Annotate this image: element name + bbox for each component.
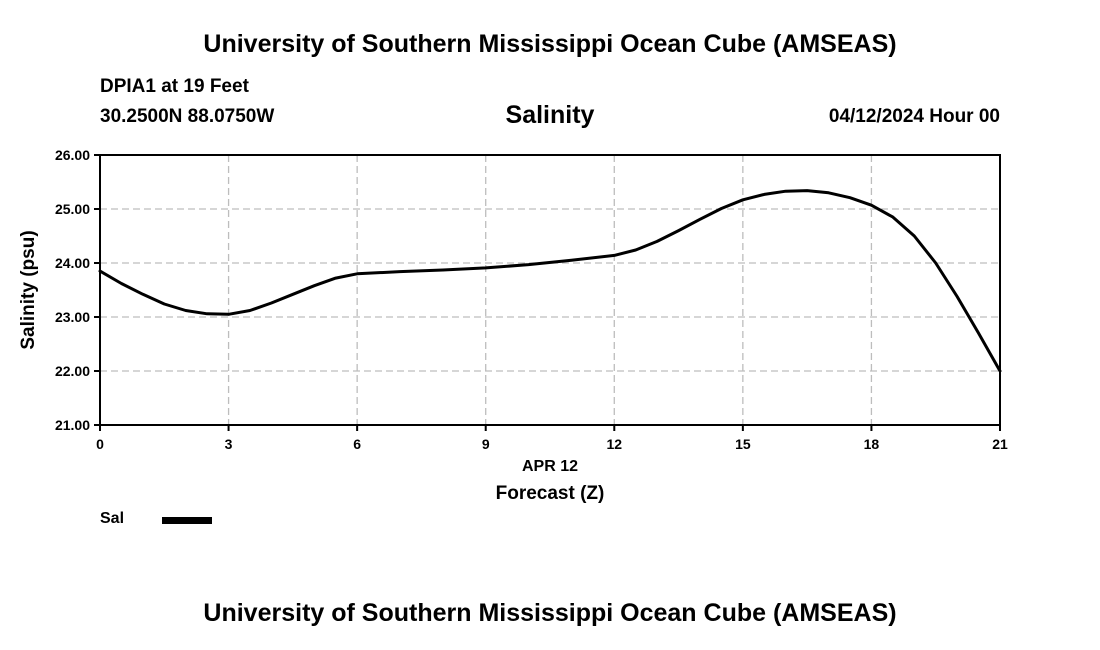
x-tick-label: 12 xyxy=(606,436,622,452)
y-tick-label: 25.00 xyxy=(55,201,90,217)
x-axis-label: Forecast (Z) xyxy=(495,483,605,504)
y-tick-label: 23.00 xyxy=(55,309,90,325)
x-tick-label: 18 xyxy=(864,436,880,452)
x-axis-date-label: APR 12 xyxy=(521,458,579,475)
forecast-datetime: 04/12/2024 Hour 00 xyxy=(828,106,1000,127)
x-tick-label: 0 xyxy=(96,436,104,452)
grid xyxy=(100,154,1000,425)
x-tick-label: 21 xyxy=(992,436,1008,452)
plot-frame xyxy=(99,154,1001,426)
series-layer xyxy=(98,189,1002,373)
y-tick-label: 24.00 xyxy=(55,255,90,271)
x-tick-label: 3 xyxy=(225,436,233,452)
legend-swatch xyxy=(162,517,212,524)
coordinates-label: 30.2500N 88.0750W xyxy=(100,106,275,127)
y-tick-label: 26.00 xyxy=(55,147,90,163)
x-tick-label: 15 xyxy=(735,436,751,452)
x-tick-label: 6 xyxy=(353,436,361,452)
legend-label: Sal xyxy=(100,510,125,527)
page-title: University of Southern Mississippi Ocean… xyxy=(203,30,897,58)
series-line-sal xyxy=(98,189,1002,373)
axis-ticks: 0 3 6 9 12 15 18 21 21.00 22.00 23.00 24.00 25.00 26.… xyxy=(55,147,1008,452)
station-label: DPIA1 at 19 Feet xyxy=(100,76,249,97)
y-tick-label: 22.00 xyxy=(55,363,90,379)
y-axis-label: Salinity (psu) xyxy=(18,230,39,349)
chart-title: Salinity xyxy=(505,101,595,129)
y-tick-label: 21.00 xyxy=(55,417,90,433)
footer-title: University of Southern Mississippi Ocean… xyxy=(203,599,897,627)
x-tick-label: 9 xyxy=(482,436,490,452)
